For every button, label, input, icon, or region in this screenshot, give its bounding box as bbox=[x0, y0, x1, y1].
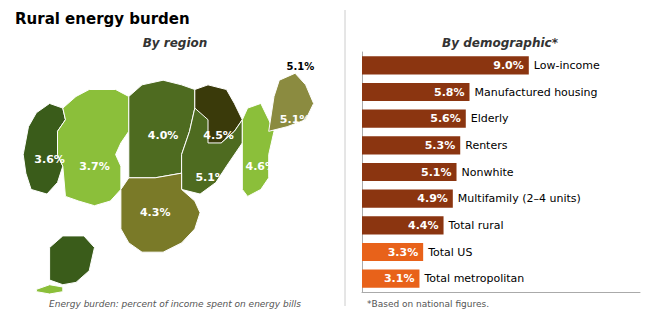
svg-text:Nonwhite: Nonwhite bbox=[462, 166, 514, 179]
svg-text:9.0%: 9.0% bbox=[493, 59, 524, 72]
svg-text:3.1%: 3.1% bbox=[384, 272, 415, 285]
svg-text:4.5%: 4.5% bbox=[203, 129, 234, 142]
svg-text:Low-income: Low-income bbox=[534, 59, 600, 72]
svg-text:Total rural: Total rural bbox=[448, 219, 504, 232]
svg-text:5.1%: 5.1% bbox=[421, 166, 452, 179]
svg-text:3.3%: 3.3% bbox=[388, 246, 419, 259]
svg-text:Renters: Renters bbox=[465, 139, 507, 152]
svg-text:5.1%: 5.1% bbox=[195, 171, 226, 184]
svg-text:Multifamily (2–4 units): Multifamily (2–4 units) bbox=[458, 192, 581, 205]
svg-text:5.1%: 5.1% bbox=[280, 113, 311, 126]
svg-text:4.0%: 4.0% bbox=[148, 129, 179, 142]
svg-text:5.1%: 5.1% bbox=[287, 61, 315, 72]
svg-text:4.3%: 4.3% bbox=[140, 206, 171, 219]
svg-text:Manufactured housing: Manufactured housing bbox=[474, 86, 597, 99]
svg-text:Rural energy burden: Rural energy burden bbox=[15, 10, 190, 28]
svg-text:3.6%: 3.6% bbox=[34, 153, 65, 166]
svg-text:3.7%: 3.7% bbox=[79, 160, 110, 173]
svg-text:4.6%: 4.6% bbox=[246, 160, 277, 173]
svg-text:5.6%: 5.6% bbox=[430, 112, 461, 125]
svg-text:Elderly: Elderly bbox=[471, 112, 509, 125]
svg-text:By region: By region bbox=[143, 36, 208, 50]
svg-text:*Based on national figures.: *Based on national figures. bbox=[367, 299, 489, 309]
svg-text:By demographic*: By demographic* bbox=[442, 36, 559, 50]
svg-text:Total metropolitan: Total metropolitan bbox=[423, 272, 524, 285]
svg-text:Energy burden: percent of inco: Energy burden: percent of income spent o… bbox=[49, 299, 301, 309]
svg-text:Total US: Total US bbox=[427, 246, 472, 259]
svg-text:4.4%: 4.4% bbox=[408, 219, 439, 232]
svg-text:5.8%: 5.8% bbox=[434, 86, 465, 99]
svg-text:4.9%: 4.9% bbox=[417, 192, 448, 205]
svg-text:5.3%: 5.3% bbox=[425, 139, 456, 152]
